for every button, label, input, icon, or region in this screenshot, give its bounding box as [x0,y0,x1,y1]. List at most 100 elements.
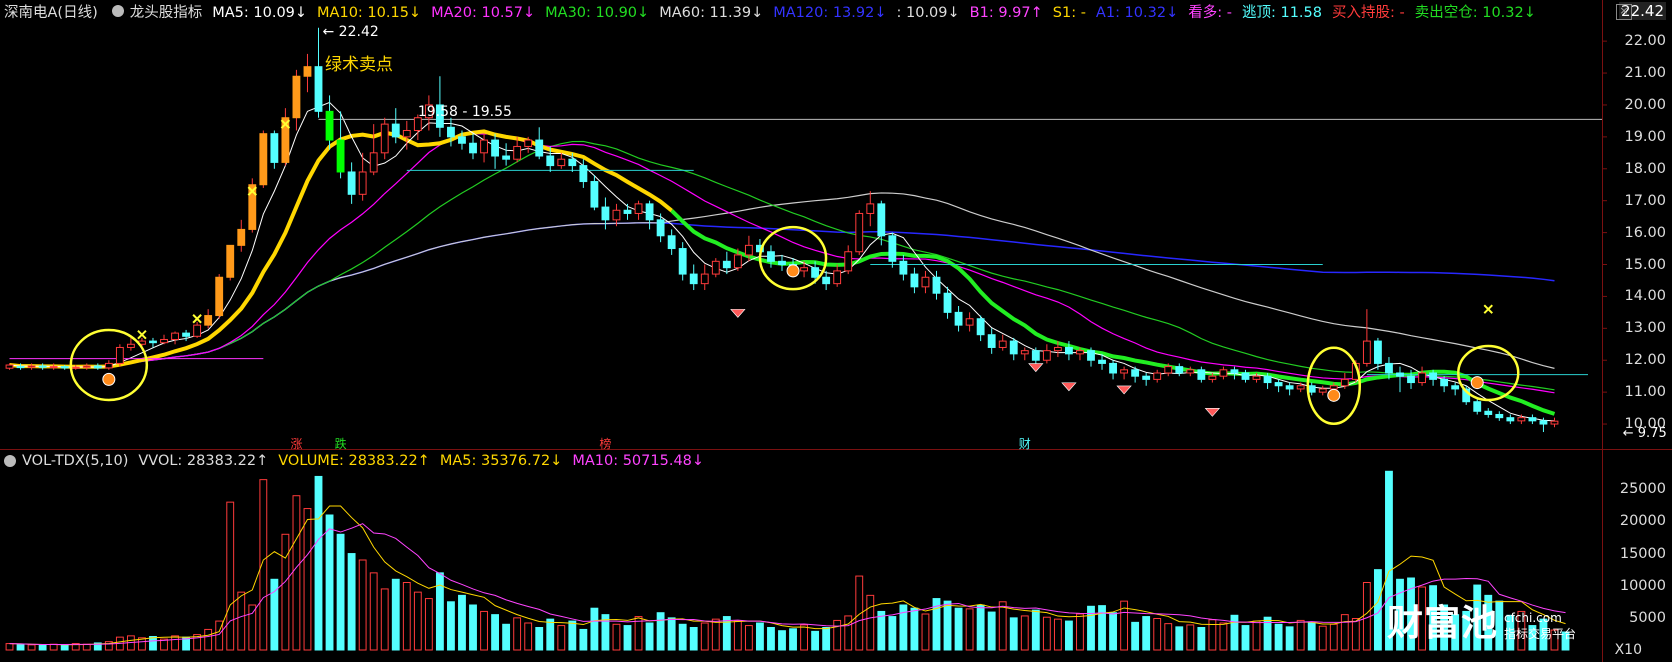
volume-bar-78 [866,594,875,651]
candle-76 [844,251,853,272]
chart-title[interactable]: 深南电A(日线) [4,4,98,21]
indicator-value-2: MA20: 10.57↓ [431,4,536,21]
candle-69 [767,251,775,262]
candle-78 [866,203,875,214]
candle-92 [1020,350,1029,355]
candle-53 [590,181,599,208]
indicator-value-7: B1: 9.97↑ [969,4,1043,21]
candle-36 [402,129,411,138]
volume-bar-7 [82,643,91,651]
volume-bar-82 [910,607,919,651]
volume-bar-130 [1440,604,1449,651]
sell-x-icon-2 [247,186,258,196]
volume-bar-98 [1087,605,1095,651]
volume-bar-54 [601,614,610,651]
candle-80 [888,235,897,262]
indicator-value-8: S1: - [1052,4,1086,21]
candle-24 [270,133,279,163]
volume-bar-48 [535,627,544,651]
volume-bar-34 [380,588,389,651]
candle-63 [700,273,709,285]
volume-bar-17 [193,634,202,651]
candle-7 [82,365,91,368]
volume-bar-37 [413,591,422,651]
volume-toggle-icon[interactable] [4,455,16,467]
candle-55 [612,209,621,221]
price-tick-9: 13.00 [1624,320,1666,337]
volume-bar-29 [325,514,334,651]
candle-4 [49,366,58,369]
indicator-toggle-icon[interactable] [111,5,124,17]
candle-138 [1528,417,1537,422]
candle-39 [435,104,444,128]
candle-54 [601,206,610,221]
volume-bar-65 [722,616,731,651]
indicator-value-0: MA5: 10.09↓ [212,4,308,21]
price-tick-6: 16.00 [1624,224,1666,241]
indicator-values: MA5: 10.09↓ MA10: 10.15↓ MA20: 10.57↓ MA30:… [212,1,1546,22]
indicator-value-5: MA120: 13.92↓ [773,4,887,21]
candle-137 [1517,417,1526,422]
red-signal-icon-2 [1061,382,1077,392]
volume-bar-85 [943,600,952,651]
volume-bar-81 [899,604,908,651]
volume-bar-126 [1396,578,1404,651]
volume-bar-89 [987,611,996,651]
indicator-value-4: MA60: 11.39↓ [659,4,764,21]
volume-bar-9 [104,641,113,651]
indicator-name[interactable]: 龙头股指标 [129,4,203,21]
volume-bar-136 [1506,614,1515,651]
volume-bar-21 [237,591,246,651]
volume-tick-4: 5000 [1629,609,1666,626]
volume-bar-101 [1120,600,1129,651]
volume-bar-80 [888,616,897,651]
volume-ma10-line [9,523,1566,646]
candle-43 [480,139,488,154]
candle-99 [1098,359,1106,364]
volume-bar-59 [656,612,665,651]
volume-bar-117 [1296,619,1305,651]
candle-29 [325,110,334,141]
close-icon[interactable]: × [1616,4,1632,20]
candle-15 [171,332,179,340]
candle-9 [104,362,113,369]
volume-bar-131 [1451,614,1460,651]
candle-6 [71,366,80,369]
candle-85 [943,292,952,313]
indicator-value-10: 看多: - [1188,4,1232,21]
highlight-circle-3 [1457,344,1520,402]
volume-bar-116 [1285,626,1294,651]
candle-96 [1065,346,1073,355]
volume-bar-137 [1517,610,1526,651]
chart-header: 深南电A(日线) 龙头股指标 MA5: 10.09↓ MA10: 10.15↓ MA… [0,0,1546,22]
buy-coin-icon-1 [786,264,800,278]
volume-bar-134 [1484,594,1493,651]
volume-value-3: MA10: 50715.48↓ [572,453,705,469]
volume-bar-95 [1053,618,1062,651]
candle-46 [513,145,522,160]
candle-51 [568,158,577,167]
volume-bar-110 [1219,622,1228,651]
candle-127 [1407,375,1415,384]
candle-130 [1440,378,1449,387]
candle-124 [1373,340,1382,364]
candle-93 [1031,350,1040,361]
candle-119 [1318,388,1327,393]
candle-121 [1340,378,1349,387]
candle-17 [193,324,202,337]
price-axis: 22.00 21.00 20.00 19.00 18.00 17.00 16.00 15.00… [1602,0,1672,450]
volume-bar-114 [1263,616,1272,651]
volume-bar-133 [1473,584,1482,651]
volume-bar-46 [513,617,522,651]
candle-110 [1219,369,1228,377]
candle-0 [5,364,14,369]
candle-108 [1197,369,1206,380]
volume-bar-38 [424,598,433,651]
volume-title[interactable]: VOL-TDX(5,10) [22,453,129,469]
candle-91 [1009,340,1018,355]
volume-bar-13 [149,636,157,651]
candle-89 [987,334,996,348]
candle-114 [1263,375,1272,384]
candle-30 [336,139,345,173]
